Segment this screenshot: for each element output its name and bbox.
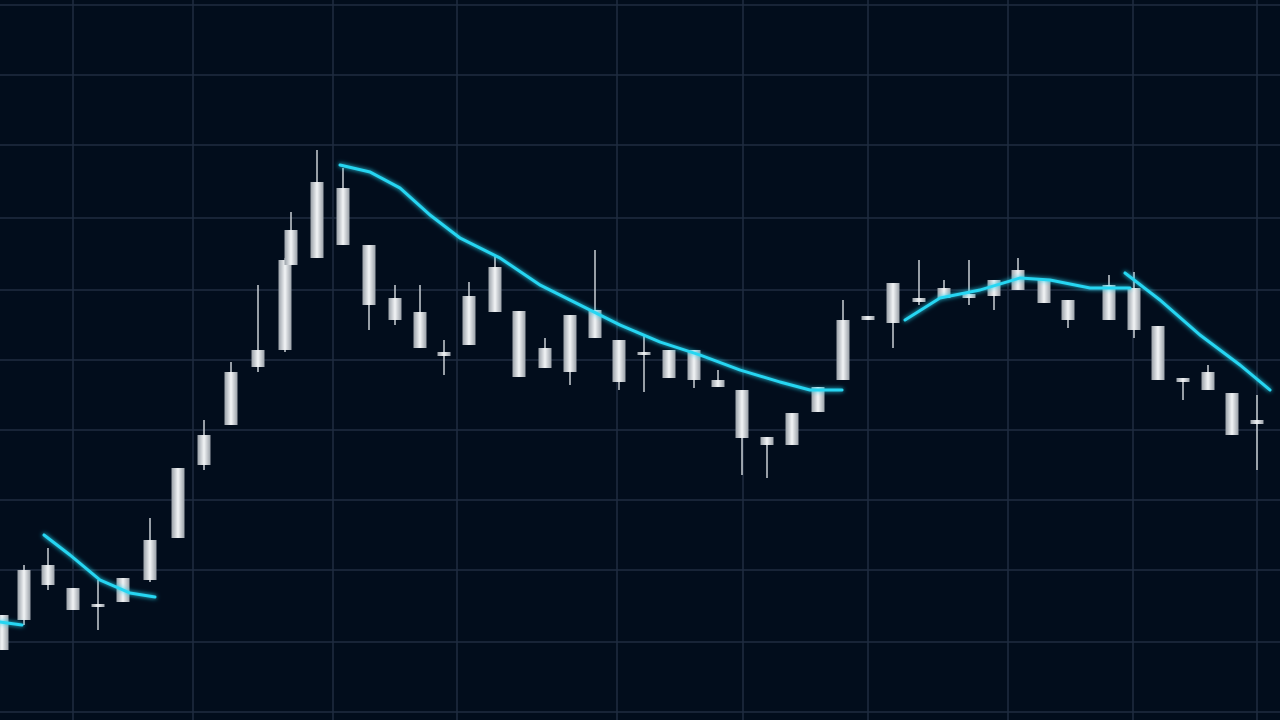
candle-body	[488, 267, 502, 312]
candle-body	[836, 320, 850, 380]
candle-body	[735, 390, 749, 438]
candle-body	[612, 340, 626, 382]
candle-body	[143, 540, 157, 580]
candle-body	[662, 350, 676, 378]
candle-body	[637, 352, 651, 355]
candle-body	[1127, 288, 1141, 330]
candle-body	[17, 570, 31, 620]
candle-body	[41, 565, 55, 585]
candle-body	[413, 312, 427, 348]
candle-body	[197, 435, 211, 465]
candle-body	[336, 188, 350, 245]
candle-body	[1201, 372, 1215, 390]
candle-body	[1037, 280, 1051, 303]
candle-body	[1225, 393, 1239, 435]
candle-body	[224, 372, 238, 425]
candle-body	[711, 380, 725, 387]
candle-body	[760, 437, 774, 445]
candle-body	[588, 310, 602, 338]
candle-body	[785, 413, 799, 445]
moving-average-line	[0, 163, 1272, 627]
candle-body	[512, 311, 526, 377]
candle-body	[937, 288, 951, 298]
candle-body	[66, 588, 80, 610]
candle-body	[462, 296, 476, 345]
candle-body	[563, 315, 577, 372]
candle-body	[687, 350, 701, 380]
candle-body	[1151, 326, 1165, 380]
candle-body	[388, 298, 402, 320]
candle-body	[278, 260, 292, 350]
candle-body	[362, 245, 376, 305]
candle-body	[310, 182, 324, 258]
candle-body	[1061, 300, 1075, 320]
candle-body	[861, 316, 875, 320]
candle-body	[1176, 378, 1190, 382]
candle-body	[912, 298, 926, 302]
candle-body	[284, 230, 298, 265]
candle-body	[962, 294, 976, 298]
candle-body	[1102, 285, 1116, 320]
candle-body	[1250, 420, 1264, 424]
candle-body	[0, 615, 9, 650]
candle-body	[251, 350, 265, 367]
candle-body	[811, 387, 825, 412]
candle-body	[886, 283, 900, 323]
candle-body	[538, 348, 552, 368]
candle-body	[437, 352, 451, 356]
candle-body	[91, 604, 105, 607]
candle-body	[171, 468, 185, 538]
